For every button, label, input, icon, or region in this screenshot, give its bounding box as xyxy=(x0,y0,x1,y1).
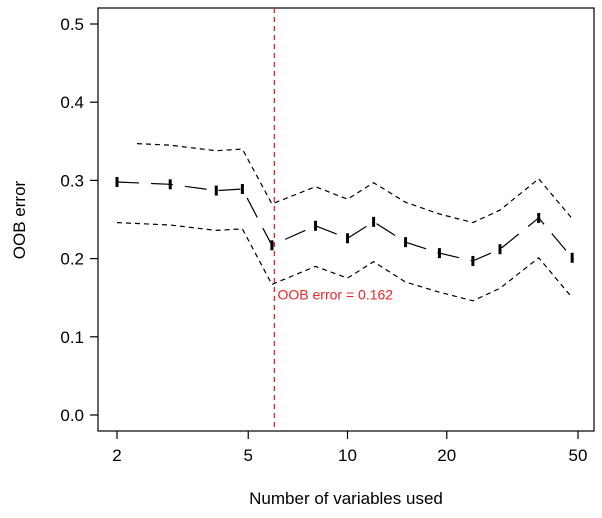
marker-group xyxy=(115,176,574,266)
x-tick-label: 20 xyxy=(437,446,456,465)
series-group xyxy=(116,143,573,302)
oob-error-annotation: OOB error = 0.162 xyxy=(278,286,394,302)
x-tick-label: 50 xyxy=(569,446,588,465)
y-tick-label: 0.1 xyxy=(60,328,84,347)
y-tick-label: 0.0 xyxy=(60,406,84,425)
y-tick-label: 0.5 xyxy=(60,15,84,34)
y-axis: 0.0 0.1 0.2 0.3 0.4 0.5 xyxy=(60,15,98,425)
plot-frame xyxy=(97,7,595,432)
series-line-upper xyxy=(136,143,573,224)
x-tick-label: 2 xyxy=(112,446,121,465)
x-tick-label: 5 xyxy=(243,446,252,465)
x-axis: 2 5 10 20 50 xyxy=(112,431,587,465)
x-tick-label: 10 xyxy=(338,446,357,465)
y-axis-label: OOB error xyxy=(10,180,29,259)
y-tick-label: 0.3 xyxy=(60,171,84,190)
series-line-mean xyxy=(116,181,573,262)
x-axis-label: Number of variables used xyxy=(249,489,443,508)
y-tick-label: 0.2 xyxy=(60,250,84,269)
y-tick-label: 0.4 xyxy=(60,93,84,112)
series-line-lower xyxy=(116,222,573,302)
